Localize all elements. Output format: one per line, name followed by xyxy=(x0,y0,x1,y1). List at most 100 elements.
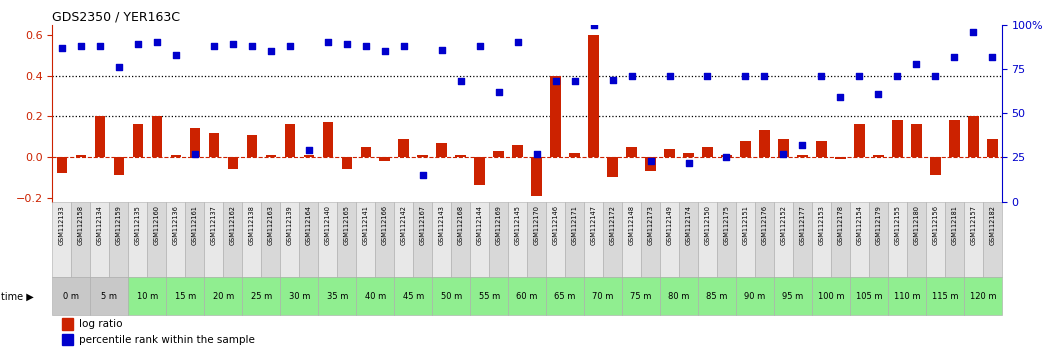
Bar xyxy=(527,202,547,278)
Text: GSM112149: GSM112149 xyxy=(666,205,672,245)
Bar xyxy=(887,278,926,315)
Text: GDS2350 / YER163C: GDS2350 / YER163C xyxy=(52,11,180,24)
Bar xyxy=(489,202,508,278)
Bar xyxy=(52,278,90,315)
Point xyxy=(168,52,185,58)
Bar xyxy=(698,202,718,278)
Bar xyxy=(451,202,470,278)
Text: GSM112170: GSM112170 xyxy=(534,205,539,245)
Text: 60 m: 60 m xyxy=(516,292,538,301)
Text: GSM112166: GSM112166 xyxy=(382,205,388,245)
Bar xyxy=(57,157,67,173)
Text: GSM112144: GSM112144 xyxy=(476,205,483,245)
Point xyxy=(206,43,222,49)
Bar xyxy=(854,124,864,157)
Bar xyxy=(186,202,205,278)
Bar xyxy=(622,202,641,278)
Text: 45 m: 45 m xyxy=(403,292,424,301)
Text: 10 m: 10 m xyxy=(136,292,158,301)
Point xyxy=(908,61,925,67)
Text: GSM112172: GSM112172 xyxy=(609,205,616,245)
Bar xyxy=(949,120,960,157)
Bar xyxy=(337,202,357,278)
Bar xyxy=(645,157,656,171)
Bar xyxy=(831,202,850,278)
Bar xyxy=(702,147,712,157)
Bar xyxy=(793,202,812,278)
Bar xyxy=(132,124,143,157)
Bar xyxy=(660,202,679,278)
Text: 25 m: 25 m xyxy=(251,292,272,301)
Text: GSM112146: GSM112146 xyxy=(553,205,559,245)
Bar xyxy=(565,202,584,278)
Bar xyxy=(228,157,238,169)
Text: 40 m: 40 m xyxy=(365,292,386,301)
Text: 55 m: 55 m xyxy=(478,292,499,301)
Bar xyxy=(603,202,622,278)
Bar xyxy=(512,145,522,157)
Bar xyxy=(584,278,622,315)
Bar xyxy=(94,116,105,157)
Point xyxy=(965,29,982,35)
Text: GSM112173: GSM112173 xyxy=(647,205,654,245)
Bar xyxy=(698,278,736,315)
Bar xyxy=(167,278,205,315)
Text: GSM112167: GSM112167 xyxy=(420,205,426,245)
Text: GSM112157: GSM112157 xyxy=(970,205,977,245)
Bar xyxy=(113,157,124,175)
Text: GSM112160: GSM112160 xyxy=(154,205,159,245)
Text: 15 m: 15 m xyxy=(175,292,196,301)
Point xyxy=(585,22,602,28)
Bar xyxy=(850,202,869,278)
Text: 70 m: 70 m xyxy=(593,292,614,301)
Text: 95 m: 95 m xyxy=(783,292,804,301)
Bar xyxy=(622,278,660,315)
Bar xyxy=(394,202,413,278)
Text: 115 m: 115 m xyxy=(932,292,958,301)
Bar xyxy=(190,129,200,157)
Point xyxy=(775,151,792,157)
Bar xyxy=(436,143,447,157)
Point xyxy=(224,41,241,47)
Point xyxy=(548,79,564,84)
Text: GSM112138: GSM112138 xyxy=(249,205,255,245)
Bar xyxy=(508,278,547,315)
Bar xyxy=(432,202,451,278)
Text: GSM112155: GSM112155 xyxy=(895,205,900,245)
Bar xyxy=(90,278,128,315)
Text: 110 m: 110 m xyxy=(894,292,920,301)
Bar xyxy=(418,155,428,157)
Bar xyxy=(128,278,167,315)
Point xyxy=(243,43,260,49)
Point xyxy=(984,54,1001,59)
Bar xyxy=(912,124,922,157)
Point xyxy=(870,91,886,97)
Point xyxy=(149,40,166,45)
Bar xyxy=(432,278,470,315)
Bar xyxy=(869,202,887,278)
Text: GSM112174: GSM112174 xyxy=(685,205,691,245)
Bar xyxy=(247,135,257,157)
Text: GSM112145: GSM112145 xyxy=(515,205,520,245)
Bar xyxy=(835,157,845,159)
Point xyxy=(358,43,374,49)
Text: GSM112136: GSM112136 xyxy=(173,205,179,245)
Bar xyxy=(62,334,73,346)
Text: GSM112175: GSM112175 xyxy=(724,205,729,245)
Point xyxy=(395,43,412,49)
Point xyxy=(832,95,849,100)
Text: GSM112154: GSM112154 xyxy=(856,205,862,245)
Bar xyxy=(71,202,90,278)
Bar xyxy=(741,141,751,157)
Bar xyxy=(812,202,831,278)
Point xyxy=(281,43,298,49)
Bar xyxy=(755,202,774,278)
Point xyxy=(680,160,697,166)
Bar xyxy=(205,202,223,278)
Text: GSM112141: GSM112141 xyxy=(363,205,369,245)
Bar xyxy=(983,202,1002,278)
Point xyxy=(851,73,868,79)
Bar xyxy=(322,122,333,157)
Point xyxy=(699,73,715,79)
Bar xyxy=(887,202,906,278)
